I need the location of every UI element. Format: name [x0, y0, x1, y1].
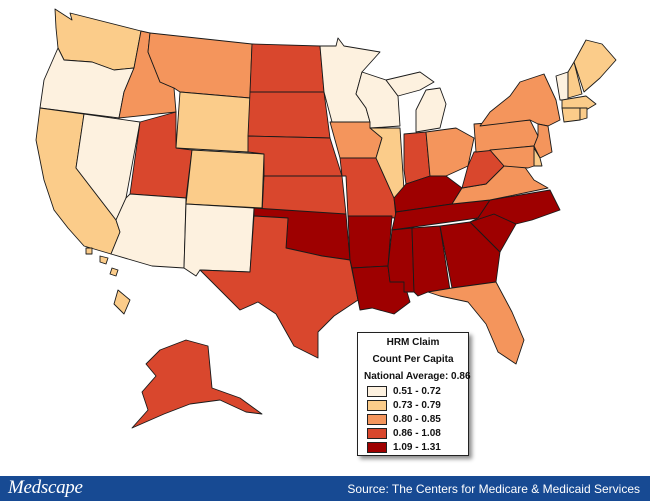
- footer-bar: Medscape Source: The Centers for Medicar…: [0, 476, 650, 501]
- state-kansas: [261, 175, 347, 215]
- state-maryland: [489, 145, 535, 169]
- legend-swatch: [367, 386, 387, 397]
- legend-label: 0.73 - 0.79: [393, 400, 441, 411]
- legend-label: 0.80 - 0.85: [393, 414, 441, 425]
- state-mississippi: [387, 227, 415, 293]
- legend-swatch: [367, 442, 387, 453]
- source-credit: Source: The Centers for Medicare & Medic…: [347, 482, 640, 496]
- state-florida: [427, 281, 525, 365]
- state-texas: [199, 215, 359, 359]
- state-alaska: [131, 339, 263, 429]
- state-massachusetts: [561, 95, 597, 111]
- legend-item: 0.80 - 0.85: [367, 414, 441, 425]
- state-north-dakota: [249, 43, 325, 93]
- state-hawaii: [85, 247, 131, 315]
- legend-item: 0.73 - 0.79: [367, 400, 441, 411]
- state-michigan: [385, 71, 447, 133]
- medscape-logo[interactable]: Medscape: [8, 477, 83, 498]
- state-south-dakota: [247, 91, 331, 139]
- legend-label: 1.09 - 1.31: [393, 442, 441, 453]
- state-georgia: [439, 221, 501, 289]
- legend-subtitle: Count Per Capita: [372, 354, 454, 365]
- national-average: National Average: 0.86: [364, 371, 471, 382]
- legend-item: 1.09 - 1.31: [367, 442, 441, 453]
- legend-item: 0.86 - 1.08: [367, 428, 441, 439]
- state-arkansas: [347, 215, 393, 269]
- state-new-mexico: [183, 203, 255, 277]
- state-colorado: [185, 149, 265, 209]
- legend-label: 0.86 - 1.08: [393, 428, 441, 439]
- state-wyoming: [175, 91, 251, 153]
- state-indiana: [403, 131, 431, 185]
- state-new-hampshire: [567, 61, 583, 99]
- legend-label: 0.51 - 0.72: [393, 386, 441, 397]
- legend-swatch: [367, 428, 387, 439]
- state-connecticut: [561, 107, 581, 123]
- state-maine: [573, 39, 617, 93]
- legend-title: HRM Claim: [386, 337, 440, 348]
- us-choropleth-map: [35, 8, 617, 429]
- legend-swatch: [367, 414, 387, 425]
- state-north-carolina: [469, 189, 561, 225]
- legend: HRM Claim Count Per Capita National Aver…: [357, 332, 471, 456]
- state-vermont: [555, 71, 569, 101]
- state-new-york: [479, 73, 561, 127]
- state-rhode-island: [579, 107, 588, 121]
- legend-swatch: [367, 400, 387, 411]
- legend-item: 0.51 - 0.72: [367, 386, 441, 397]
